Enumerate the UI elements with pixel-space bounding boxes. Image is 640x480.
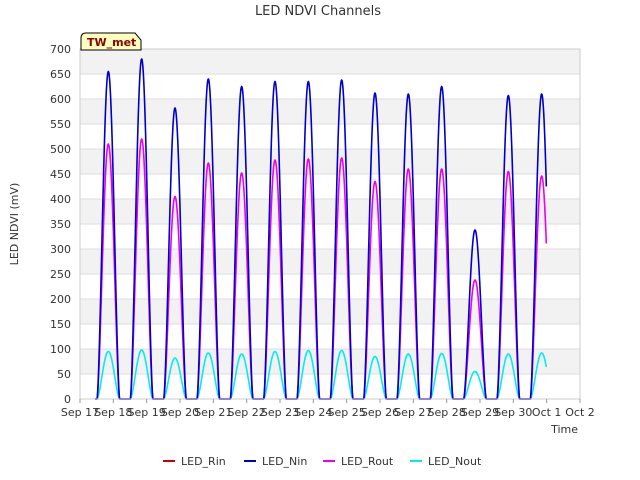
y-tick-label: 350 <box>50 218 71 231</box>
legend-label: LED_Nout <box>428 455 482 468</box>
x-tick-label: Sep 21 <box>194 406 232 419</box>
x-tick-label: Oct 1 <box>532 406 562 419</box>
legend-item: LED_Nout <box>410 455 482 468</box>
plot-band <box>80 249 580 274</box>
y-tick-label: 150 <box>50 318 71 331</box>
y-tick-label: 700 <box>50 43 71 56</box>
x-tick-label: Sep 23 <box>261 406 299 419</box>
plot-band <box>80 199 580 224</box>
x-tick-label: Sep 28 <box>428 406 466 419</box>
x-tick-label: Sep 20 <box>161 406 199 419</box>
x-axis-label: Time <box>550 423 578 436</box>
x-tick-label: Sep 19 <box>128 406 166 419</box>
plot-frame <box>79 48 581 400</box>
x-tick-label: Oct 2 <box>565 406 595 419</box>
x-tick-label: Sep 17 <box>61 406 99 419</box>
y-tick-label: 250 <box>50 268 71 281</box>
x-tick-label: Sep 26 <box>361 406 399 419</box>
x-tick-label: Sep 18 <box>94 406 132 419</box>
y-tick-label: 200 <box>50 293 71 306</box>
y-tick-label: 500 <box>50 143 71 156</box>
legend-label: LED_Rout <box>341 455 394 468</box>
y-tick-label: 450 <box>50 168 71 181</box>
badge: TW_met <box>80 32 142 51</box>
plot-bands <box>80 49 580 374</box>
y-tick-label: 650 <box>50 68 71 81</box>
x-tick-label: Sep 30 <box>494 406 532 419</box>
y-tick-label: 600 <box>50 93 71 106</box>
legend-item: LED_Nin <box>244 455 307 468</box>
legend-item: LED_Rin <box>163 455 226 468</box>
plot-band <box>80 99 580 124</box>
y-tick-label: 400 <box>50 193 71 206</box>
plot-band <box>80 49 580 74</box>
y-axis-label: LED NDVI (mV) <box>8 183 21 266</box>
badge-label: TW_met <box>87 36 136 49</box>
badge-box <box>80 32 142 51</box>
x-tick-label: Sep 22 <box>228 406 266 419</box>
x-tick-label: Sep 24 <box>294 406 332 419</box>
legend: LED_Rin LED_Nin LED_Rout LED_Nout <box>163 455 482 468</box>
legend-item: LED_Rout <box>323 455 394 468</box>
legend-label: LED_Rin <box>181 455 226 468</box>
plot-band <box>80 299 580 324</box>
plot-band <box>80 349 580 374</box>
x-tick-label: Sep 25 <box>328 406 366 419</box>
y-axis-ticks: 0 50 100 150 200 250 300 350 400 450 500 550 600 650 7… <box>50 43 71 406</box>
x-tick-label: Sep 27 <box>394 406 432 419</box>
x-tick-label: Sep 29 <box>461 406 499 419</box>
y-tick-label: 100 <box>50 343 71 356</box>
y-tick-label: 300 <box>50 243 71 256</box>
plot-band <box>80 149 580 174</box>
y-tick-label: 50 <box>57 368 71 381</box>
y-tick-label: 0 <box>64 393 71 406</box>
legend-label: LED_Nin <box>262 455 307 468</box>
chart-title: LED NDVI Channels <box>255 4 381 19</box>
y-tick-label: 550 <box>50 118 71 131</box>
